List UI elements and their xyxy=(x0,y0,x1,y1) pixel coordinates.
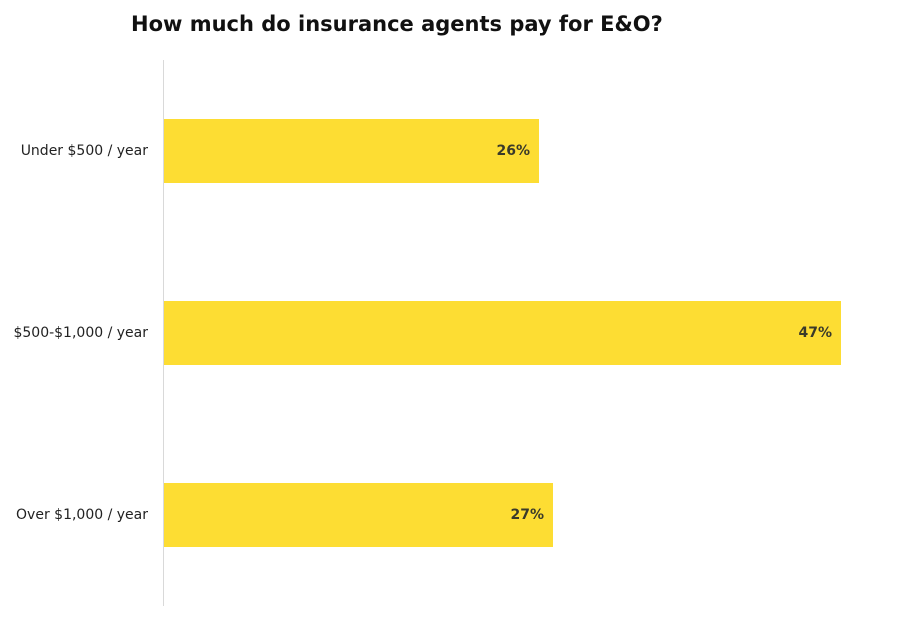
category-label: Under $500 / year xyxy=(20,143,148,159)
bar: 27% xyxy=(164,483,553,547)
chart-title: How much do insurance agents pay for E&O… xyxy=(131,12,663,36)
category-label: Over $1,000 / year xyxy=(16,507,148,523)
y-axis-line xyxy=(163,60,164,606)
bar: 47% xyxy=(164,301,841,365)
bar-value-label: 47% xyxy=(798,325,832,341)
bar-value-label: 26% xyxy=(496,143,530,159)
category-label: $500-$1,000 / year xyxy=(13,325,148,341)
bar: 26% xyxy=(164,119,539,183)
bar-value-label: 27% xyxy=(510,507,544,523)
